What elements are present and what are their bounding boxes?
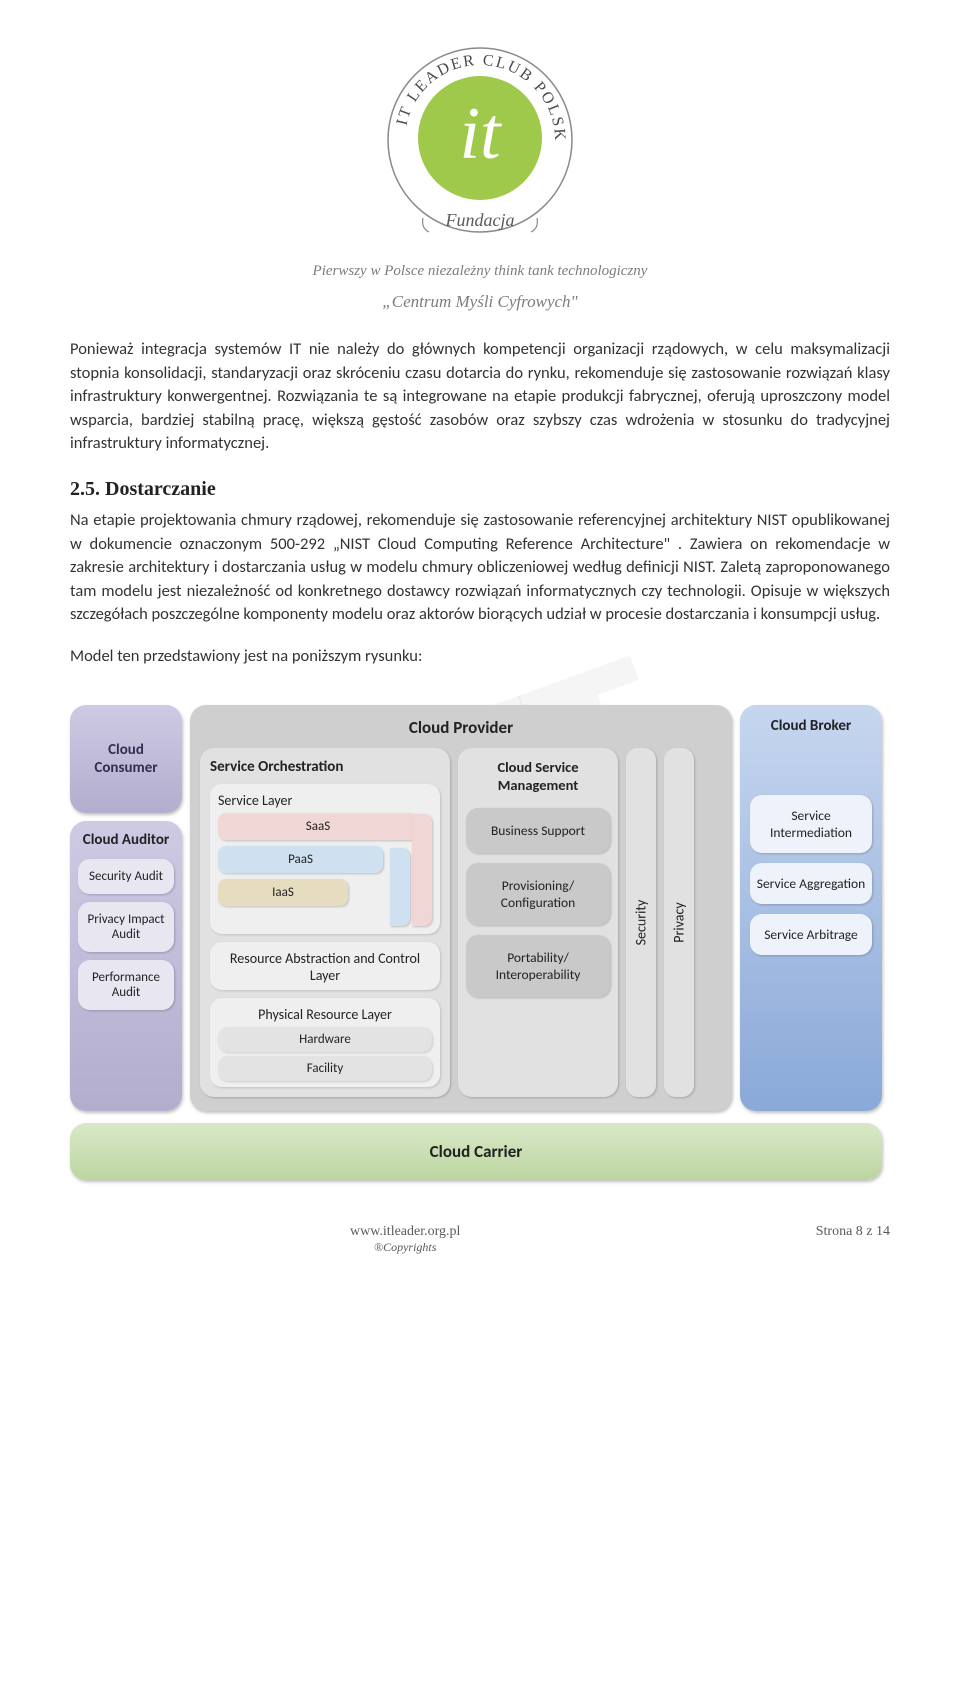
svg-text:it: it <box>459 93 503 175</box>
auditor-item: Performance Audit <box>78 960 174 1010</box>
logo: IT LEADER CLUB POLSKA it Fundacja <box>70 40 890 255</box>
iaas-box: IaaS <box>218 879 348 906</box>
broker-item: Service Aggregation <box>750 863 872 904</box>
facility-box: Facility <box>218 1056 432 1081</box>
service-layer-label: Service Layer <box>218 792 432 809</box>
paas-box: PaaS <box>218 846 383 873</box>
footer-url: www.itleader.org.pl <box>350 1224 460 1240</box>
broker-item: Service Arbitrage <box>750 914 872 955</box>
cloud-carrier-box: Cloud Carrier <box>70 1123 882 1180</box>
subtitle-line-2: „Centrum Myśli Cyfrowych" <box>70 292 890 312</box>
paragraph-3: Model ten przedstawiony jest na poniższy… <box>70 645 890 669</box>
subtitle-line-1: Pierwszy w Polsce niezależny think tank … <box>70 263 890 280</box>
section-heading: 2.5. Dostarczanie <box>70 478 890 501</box>
paragraph-1: Ponieważ integracja systemów IT nie nale… <box>70 338 890 456</box>
footer-page-number: Strona 8 z 14 <box>816 1224 890 1255</box>
csm-item: Provisioning/ Configuration <box>466 863 610 925</box>
resource-abstraction-box: Resource Abstraction and Control Layer <box>210 942 440 990</box>
hardware-box: Hardware <box>218 1027 432 1052</box>
cloud-broker-box: Cloud Broker Service Intermediation Serv… <box>740 705 882 1111</box>
footer-copyright: ®Copyrights <box>350 1240 460 1255</box>
paragraph-2: Na etapie projektowania chmury rządowej,… <box>70 509 890 627</box>
cloud-auditor-title: Cloud Auditor <box>78 831 174 849</box>
cloud-service-mgmt-box: Cloud Service Management Business Suppor… <box>458 748 618 1097</box>
cloud-provider-title: Cloud Provider <box>200 717 722 738</box>
csm-item: Portability/ Interoperability <box>466 935 610 997</box>
auditor-item: Privacy Impact Audit <box>78 902 174 952</box>
physical-resource-label: Physical Resource Layer <box>218 1006 432 1023</box>
svg-text:Fundacja: Fundacja <box>445 210 515 230</box>
auditor-item: Security Audit <box>78 859 174 894</box>
service-orchestration-box: Service Orchestration Service Layer SaaS… <box>200 748 450 1097</box>
saas-box: SaaS <box>218 813 418 840</box>
service-layer-box: Service Layer SaaS PaaS IaaS <box>210 784 440 934</box>
physical-resource-box: Physical Resource Layer Hardware Facilit… <box>210 998 440 1087</box>
page-footer: www.itleader.org.pl ®Copyrights Strona 8… <box>70 1224 890 1271</box>
cloud-auditor-box: Cloud Auditor Security Audit Privacy Imp… <box>70 821 182 1111</box>
security-bar: Security <box>626 748 656 1097</box>
cloud-provider-box: Cloud Provider Service Orchestration Ser… <box>190 705 732 1111</box>
csm-title: Cloud Service Management <box>466 758 610 794</box>
csm-item: Business Support <box>466 808 610 853</box>
broker-item: Service Intermediation <box>750 795 872 853</box>
cloud-broker-title: Cloud Broker <box>750 717 872 735</box>
privacy-bar: Privacy <box>664 748 694 1097</box>
cloud-consumer-box: Cloud Consumer <box>70 705 182 813</box>
nist-diagram: Cloud Consumer Cloud Auditor Security Au… <box>70 705 882 1180</box>
service-orchestration-title: Service Orchestration <box>210 758 440 776</box>
